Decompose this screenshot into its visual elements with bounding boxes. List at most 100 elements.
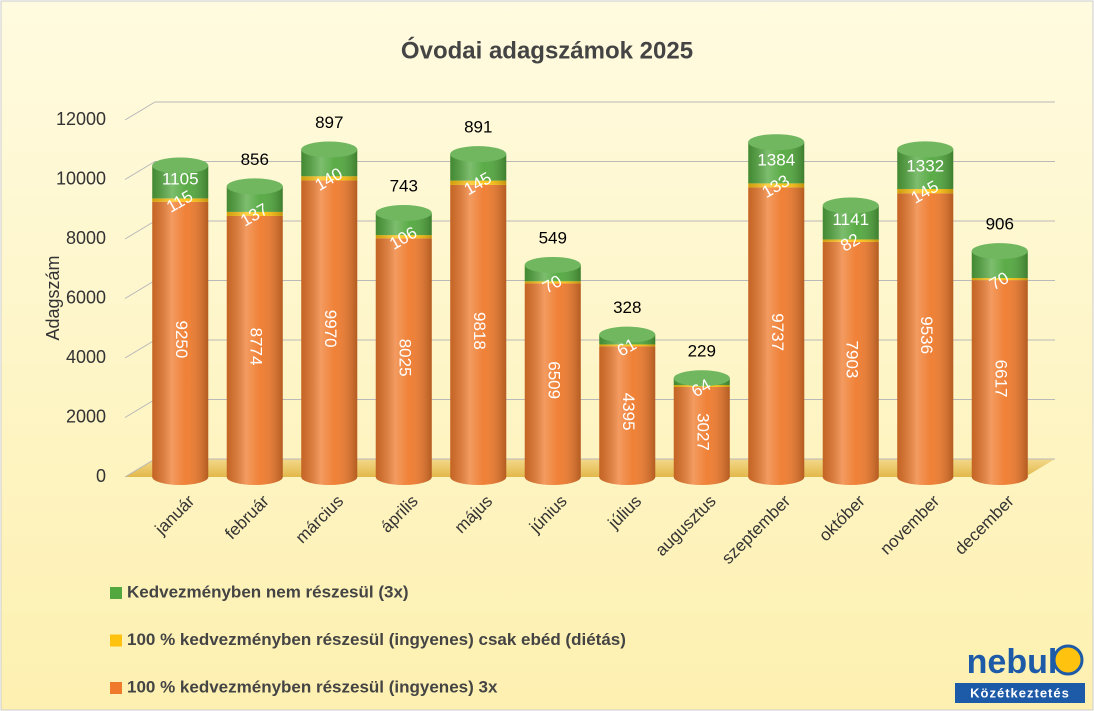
- bar-cap: [748, 134, 805, 151]
- y-tick-label: 0: [96, 466, 106, 486]
- bar-stack: [822, 197, 879, 485]
- bar-cap-highlight: [748, 134, 805, 151]
- data-label: 856: [241, 150, 269, 169]
- bar-shade: [450, 180, 507, 185]
- data-label: 1141: [832, 210, 869, 229]
- bar-stack: [152, 157, 209, 485]
- data-label: 906: [986, 215, 1014, 234]
- logo-bar: [955, 683, 1085, 703]
- data-label: 3027: [693, 413, 712, 451]
- logo-tagline: Közétkeztetés: [970, 685, 1070, 700]
- logo-name: nebul: [967, 643, 1058, 681]
- bar-shade: [524, 281, 581, 284]
- floor: [125, 459, 1055, 477]
- bar-shade: [226, 211, 283, 216]
- data-label: 1332: [906, 157, 944, 176]
- logo: nebul Közétkeztetés: [955, 643, 1085, 703]
- bar-shade: [524, 283, 581, 477]
- logo-icon: [1052, 644, 1084, 676]
- data-label: 9818: [470, 312, 489, 350]
- bar-shade: [599, 346, 656, 477]
- legend-swatch: [110, 682, 122, 694]
- y-tick-label: 4000: [66, 347, 106, 367]
- bar-stack: [599, 326, 656, 485]
- bar-cap: [599, 326, 656, 343]
- legend-label: Kedvezményben nem részesül (3x): [127, 582, 409, 601]
- grid-line: [124, 101, 1055, 121]
- bar-cap-highlight: [822, 197, 879, 214]
- bar-shade: [748, 183, 805, 188]
- bar-cap: [450, 146, 507, 163]
- bar-shade: [301, 176, 358, 181]
- y-tick-label: 12000: [56, 109, 106, 129]
- bar-shade: [450, 184, 507, 478]
- bar-cap-highlight: [450, 146, 507, 163]
- bar-cap-highlight: [897, 141, 954, 158]
- bar-cap: [971, 243, 1028, 260]
- bar-cap: [897, 141, 954, 158]
- y-tick-label: 10000: [56, 168, 106, 188]
- bar-cap-highlight: [301, 141, 358, 158]
- bar-cap-highlight: [152, 157, 209, 174]
- data-label: 6509: [544, 361, 563, 399]
- bar-shade: [375, 235, 432, 239]
- data-label: 4395: [619, 393, 638, 431]
- data-label: 6617: [991, 360, 1010, 398]
- legend-label: 100 % kedvezményben részesül (ingyenes) …: [127, 677, 498, 696]
- bar-shade: [599, 344, 656, 347]
- bar-cap: [152, 157, 209, 174]
- bar-cap: [226, 178, 283, 195]
- bar-stack: [524, 256, 581, 485]
- y-tick-label: 2000: [66, 406, 106, 426]
- legend-swatch: [110, 587, 122, 599]
- data-label: 743: [390, 176, 418, 195]
- bar-shade: [822, 241, 879, 477]
- data-label: 9737: [768, 313, 787, 351]
- bar-shade: [375, 238, 432, 477]
- bar-shade: [301, 180, 358, 477]
- data-label: 8025: [395, 339, 414, 377]
- data-label: 1384: [757, 150, 795, 169]
- bar-cap-highlight: [226, 178, 283, 195]
- bar-shade: [971, 280, 1028, 477]
- bar-cap: [822, 197, 879, 214]
- bar-shade: [226, 215, 283, 477]
- bar-shade: [897, 193, 954, 477]
- bar-cap-highlight: [599, 326, 656, 343]
- bar-shade: [748, 187, 805, 477]
- bar-stack: [301, 141, 358, 485]
- data-label: 8774: [246, 328, 265, 366]
- chart-title: Óvodai adagszámok 2025: [401, 36, 693, 64]
- bar-shade: [971, 278, 1028, 281]
- y-axis-label: Adagszám: [43, 255, 63, 340]
- bar-stack: [748, 134, 805, 485]
- bar-stack: [375, 204, 432, 485]
- bar-cap: [301, 141, 358, 158]
- bar-cap-highlight: [375, 204, 432, 221]
- bar-shade: [152, 201, 209, 477]
- data-label: 328: [613, 298, 641, 317]
- data-label: 9970: [321, 310, 340, 348]
- bar-shade: [822, 239, 879, 242]
- data-label: 1105: [162, 169, 199, 188]
- bar-stack: [226, 178, 283, 485]
- bar-cap-highlight: [673, 370, 730, 387]
- bar-stack: [897, 141, 954, 485]
- bar-stack: [673, 370, 730, 485]
- bar-cap-highlight: [971, 243, 1028, 260]
- legend-swatch: [110, 634, 122, 647]
- legend-label: 100 % kedvezményben részesül (ingyenes) …: [127, 630, 626, 649]
- data-label: 891: [464, 118, 492, 137]
- bar-cap: [524, 256, 581, 273]
- data-label: 229: [688, 342, 716, 361]
- bar-shade: [897, 188, 954, 194]
- bar-cap-highlight: [524, 256, 581, 273]
- bar-shade: [152, 198, 209, 202]
- data-label: 7903: [842, 341, 861, 379]
- data-label: 897: [315, 113, 343, 132]
- bar-stack: [971, 243, 1028, 485]
- bar-cap: [375, 204, 432, 221]
- bar-stack: [450, 146, 507, 485]
- bar-shade: [673, 386, 730, 477]
